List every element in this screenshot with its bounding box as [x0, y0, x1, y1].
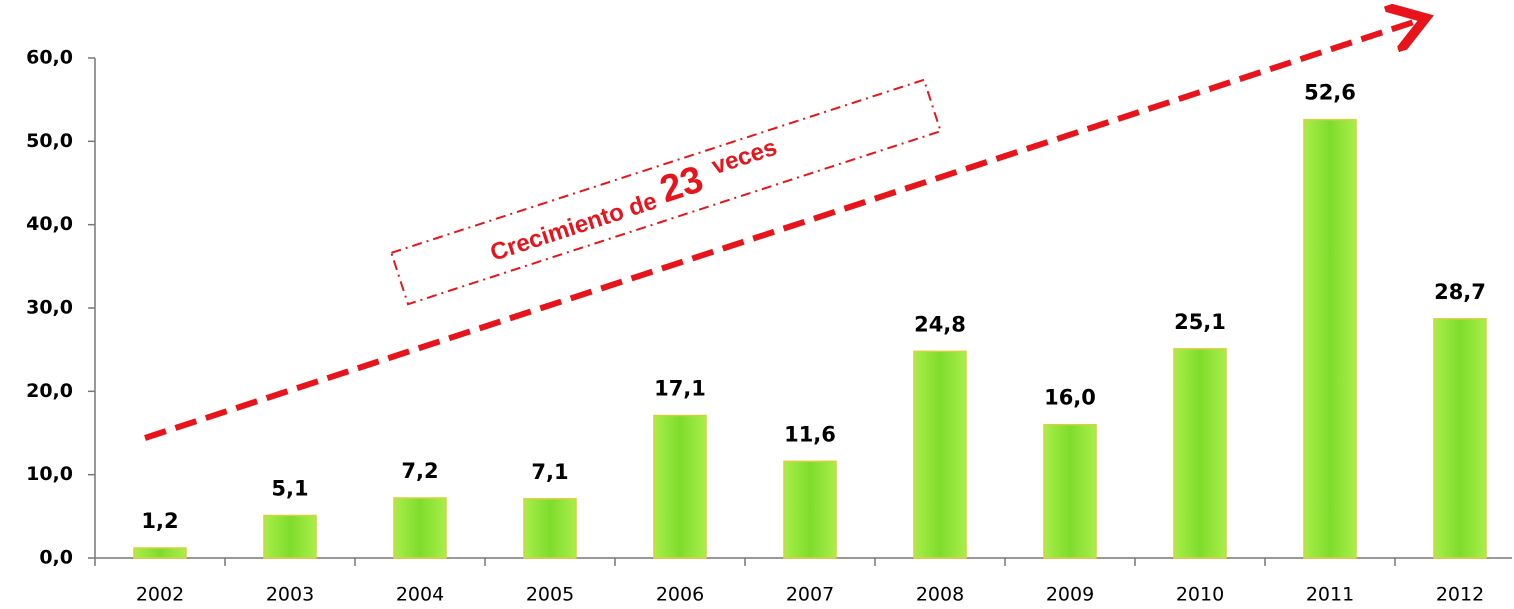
bar — [133, 547, 187, 559]
value-label: 25,1 — [1174, 310, 1226, 334]
x-tick-label: 2008 — [916, 584, 964, 606]
bar — [1303, 118, 1357, 559]
annotation-text: Crecimiento de — [487, 187, 660, 266]
bar — [653, 414, 707, 559]
value-label: 52,6 — [1304, 81, 1356, 105]
x-tick-label: 2007 — [786, 584, 834, 606]
bar — [263, 514, 317, 559]
value-label: 16,0 — [1044, 386, 1096, 410]
value-label: 1,2 — [141, 509, 178, 533]
value-label: 7,1 — [531, 460, 568, 484]
bar — [1433, 318, 1487, 559]
trend-arrow — [144, 20, 1420, 441]
annotation-number: 23 — [655, 158, 708, 211]
bar — [783, 460, 837, 559]
x-tick-label: 2006 — [656, 584, 704, 606]
x-tick-label: 2004 — [396, 584, 444, 606]
y-tick-label: 50,0 — [26, 130, 73, 152]
value-label: 28,7 — [1434, 280, 1486, 304]
value-label: 11,6 — [784, 422, 836, 446]
value-label: 7,2 — [401, 459, 438, 483]
annotation-box — [390, 78, 942, 306]
bar — [1043, 423, 1097, 559]
annotation-text: veces — [708, 134, 780, 180]
annotation: Crecimiento de 23 veces — [390, 78, 942, 306]
x-tick-label: 2011 — [1306, 584, 1354, 606]
value-label: 5,1 — [271, 477, 308, 501]
x-tick-label: 2002 — [136, 584, 184, 606]
bar — [1173, 348, 1227, 559]
x-tick-label: 2012 — [1436, 584, 1484, 606]
bar — [393, 497, 447, 559]
bar — [913, 350, 967, 559]
bar — [523, 498, 577, 559]
y-tick-label: 10,0 — [26, 463, 73, 485]
x-tick-label: 2010 — [1176, 584, 1224, 606]
x-tick-label: 2003 — [266, 584, 314, 606]
x-tick-label: 2009 — [1046, 584, 1094, 606]
y-tick-label: 30,0 — [26, 297, 73, 319]
y-tick-label: 20,0 — [26, 380, 73, 402]
x-tick-label: 2005 — [526, 584, 574, 606]
y-tick-label: 60,0 — [26, 47, 73, 69]
y-tick-label: 0,0 — [39, 547, 73, 569]
value-label: 17,1 — [654, 377, 706, 401]
y-tick-label: 40,0 — [26, 213, 73, 235]
value-label: 24,8 — [914, 312, 966, 336]
